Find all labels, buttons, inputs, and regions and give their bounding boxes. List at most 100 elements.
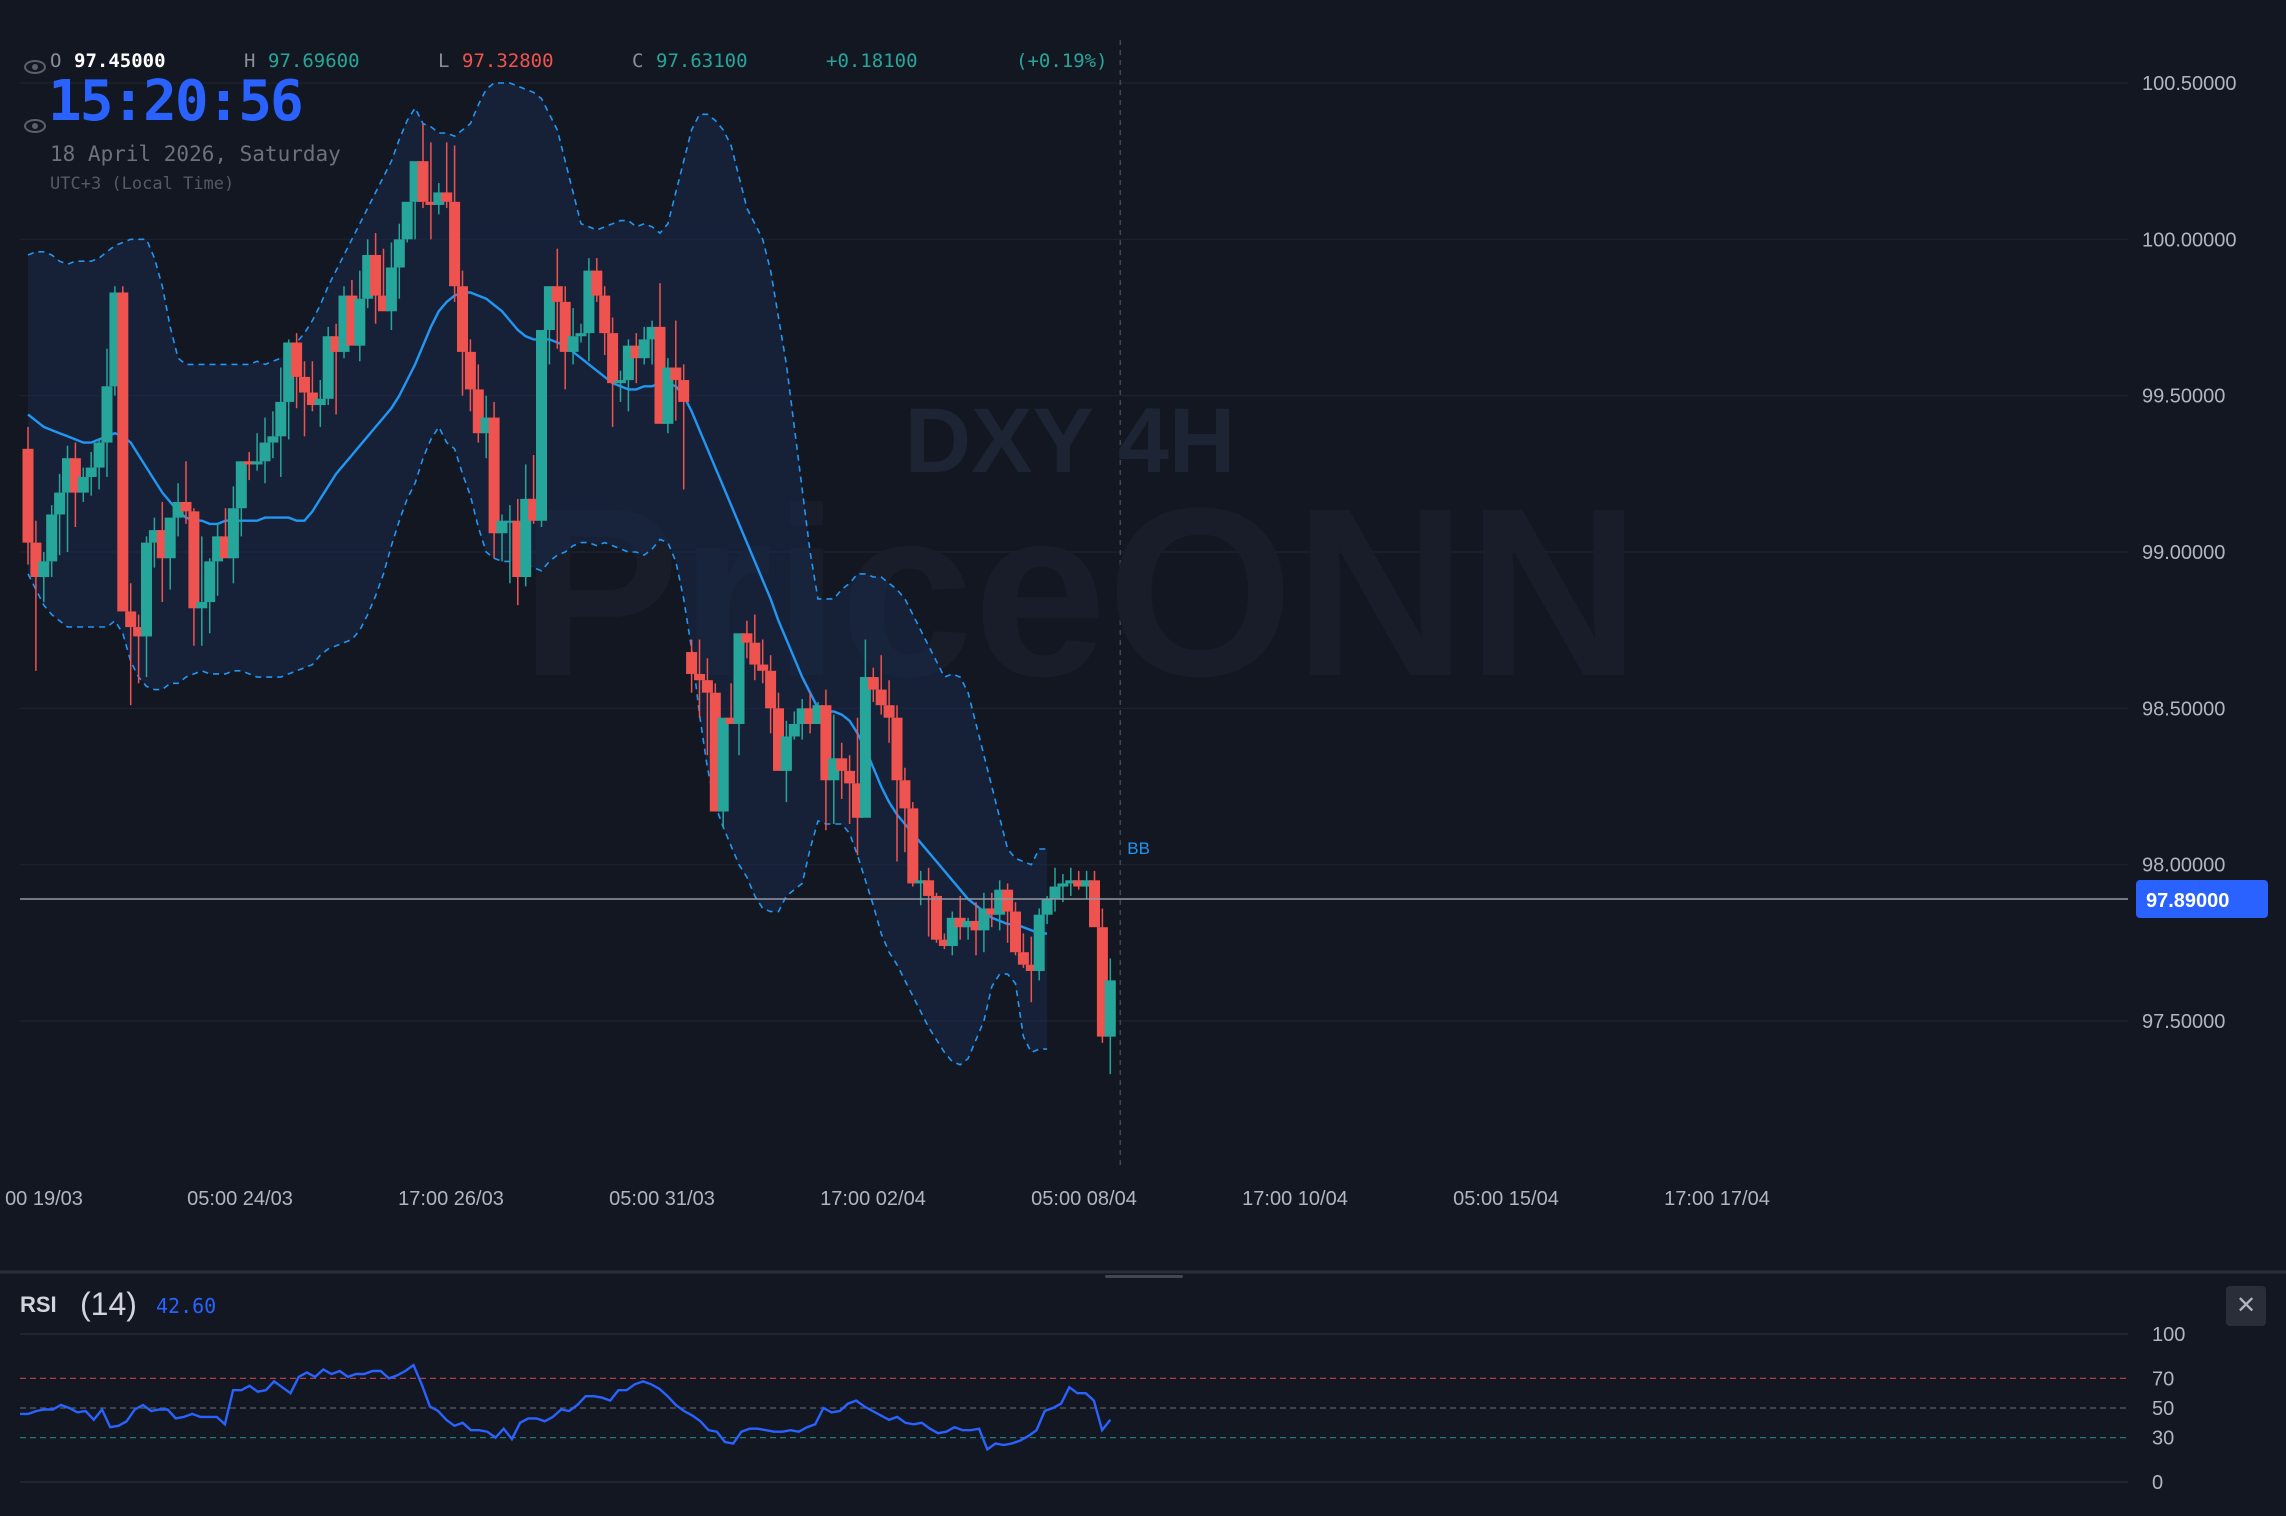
y-tick-label: 99.50000 [2142,386,2225,408]
clock-time: 15:20:56 [48,69,304,134]
candle-body [725,717,737,724]
candle-body [852,783,863,818]
candle-body [496,520,508,534]
candle [338,286,350,359]
candle-body [330,336,342,352]
candle [496,514,508,562]
candle-body [891,717,903,781]
candle-body [836,758,848,771]
candle [646,320,658,365]
price-axis: 100.50000 100.00000 99.50000 99.00000 98.500… [2142,73,2237,1033]
candle [354,270,366,362]
candle [1104,958,1116,1075]
candle [148,517,160,568]
candle [141,536,152,678]
candle [101,348,113,477]
y-tick-label: 99.00000 [2142,542,2225,564]
candle [994,880,1006,931]
candle-body [512,520,524,578]
candle-body [125,611,137,628]
y-tick-label: 97.50000 [2142,1011,2225,1033]
candle [701,658,713,756]
candle-body [30,542,42,578]
y-tick-label: 98.00000 [2142,855,2225,877]
candle-body [970,920,982,931]
candle-body [741,633,753,643]
candle-body [1096,927,1108,1037]
ohlc-open-label: O [50,50,62,72]
rsi-pane: 100 70 50 30 0 [0,1270,2286,1494]
candle-body [646,326,658,340]
candle [125,583,137,706]
candle-body [464,351,476,390]
candle [480,395,492,459]
candle-body [844,770,856,784]
candle [528,455,540,524]
candle [970,902,982,956]
candle [299,361,310,437]
candle [1049,867,1061,912]
candle-body [69,458,81,493]
candle [733,633,745,756]
candle [235,461,247,537]
candle-body [899,780,911,809]
rsi-line [20,1363,1112,1452]
candle-body [773,708,784,771]
candle [409,161,421,240]
candle [93,439,105,490]
candle [686,639,698,693]
candle-body [243,461,255,465]
candle-body [212,536,224,562]
candle-body [686,652,698,674]
current-price-line: 97.89000 [20,880,2268,919]
candle-body [235,461,247,509]
candle-body [654,326,666,424]
x-tick-label: 05:00 24/03 [187,1188,293,1210]
candle-body [101,386,113,443]
candle-body [638,339,650,359]
candle [575,323,587,343]
bb-lower-line [27,425,1048,1066]
candle-body [583,270,595,334]
candle-body [1104,980,1116,1037]
candle [583,258,595,362]
candle [156,501,168,603]
candle [362,239,374,309]
ohlc-open-value: 97.45000 [74,50,166,72]
candle [370,233,382,324]
candle-body [220,536,231,559]
candle [62,445,73,552]
candle-body [923,880,935,896]
candle-body [180,501,192,512]
candle [251,433,263,471]
candle-body [46,514,58,562]
candle-body [757,664,769,671]
candle-body [417,161,429,202]
candle [441,142,453,209]
candle [599,286,611,356]
candle [54,473,66,556]
rsi-title: RSI [20,1292,57,1317]
pane-resize-handle[interactable] [1105,1275,1183,1278]
candle-body [559,301,571,352]
candle-body [622,345,634,381]
candle [1033,908,1045,981]
ohlc-low-value: 97.32800 [462,50,554,72]
rsi-tick-label: 30 [2152,1428,2174,1450]
candle-body [93,442,105,468]
close-icon[interactable]: ✕ [2226,1286,2266,1326]
candle-body [227,508,239,559]
eye-icon[interactable] [24,119,46,133]
candle [891,705,903,862]
candle [275,367,287,477]
candle [899,767,911,853]
candle-body [670,367,682,381]
x-tick-label: 17:00 10/04 [1242,1188,1348,1210]
candle-body [1041,899,1053,915]
x-tick-label: 17:00 26/03 [398,1188,504,1210]
candle [804,692,816,734]
candle [472,364,484,443]
eye-icon[interactable] [24,60,46,74]
candle [330,323,342,415]
candle-body [480,417,492,434]
